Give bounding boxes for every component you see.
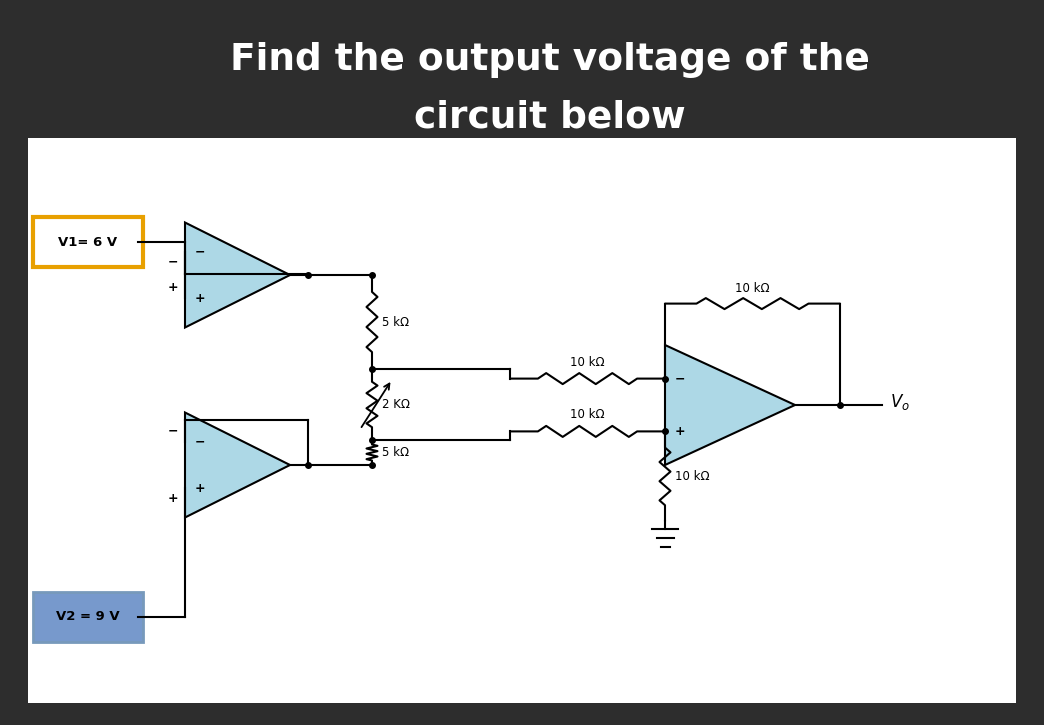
Text: −: −	[195, 245, 206, 258]
Text: $V_o$: $V_o$	[889, 392, 910, 412]
Text: +: +	[168, 492, 179, 505]
Text: V1= 6 V: V1= 6 V	[58, 236, 118, 249]
Text: 2 KΩ: 2 KΩ	[382, 398, 410, 411]
Text: 10 kΩ: 10 kΩ	[735, 281, 769, 294]
Text: V2 = 9 V: V2 = 9 V	[56, 610, 120, 624]
FancyBboxPatch shape	[28, 138, 1016, 703]
Polygon shape	[185, 223, 290, 328]
Text: −: −	[675, 372, 686, 385]
Text: Find the output voltage of the: Find the output voltage of the	[230, 42, 870, 78]
Text: +: +	[675, 425, 686, 438]
Text: circuit below: circuit below	[414, 99, 686, 135]
FancyBboxPatch shape	[33, 592, 143, 642]
Text: +: +	[195, 481, 206, 494]
Text: −: −	[168, 256, 179, 269]
FancyBboxPatch shape	[33, 217, 143, 267]
Text: −: −	[168, 425, 179, 438]
Text: 5 kΩ: 5 kΩ	[382, 446, 409, 459]
Polygon shape	[665, 345, 794, 465]
Text: 10 kΩ: 10 kΩ	[570, 355, 604, 368]
Text: +: +	[168, 281, 179, 294]
Text: 10 kΩ: 10 kΩ	[675, 470, 710, 483]
Text: 10 kΩ: 10 kΩ	[570, 408, 604, 421]
Text: −: −	[195, 436, 206, 448]
Text: 5 kΩ: 5 kΩ	[382, 315, 409, 328]
Polygon shape	[185, 413, 290, 518]
Text: +: +	[195, 291, 206, 304]
